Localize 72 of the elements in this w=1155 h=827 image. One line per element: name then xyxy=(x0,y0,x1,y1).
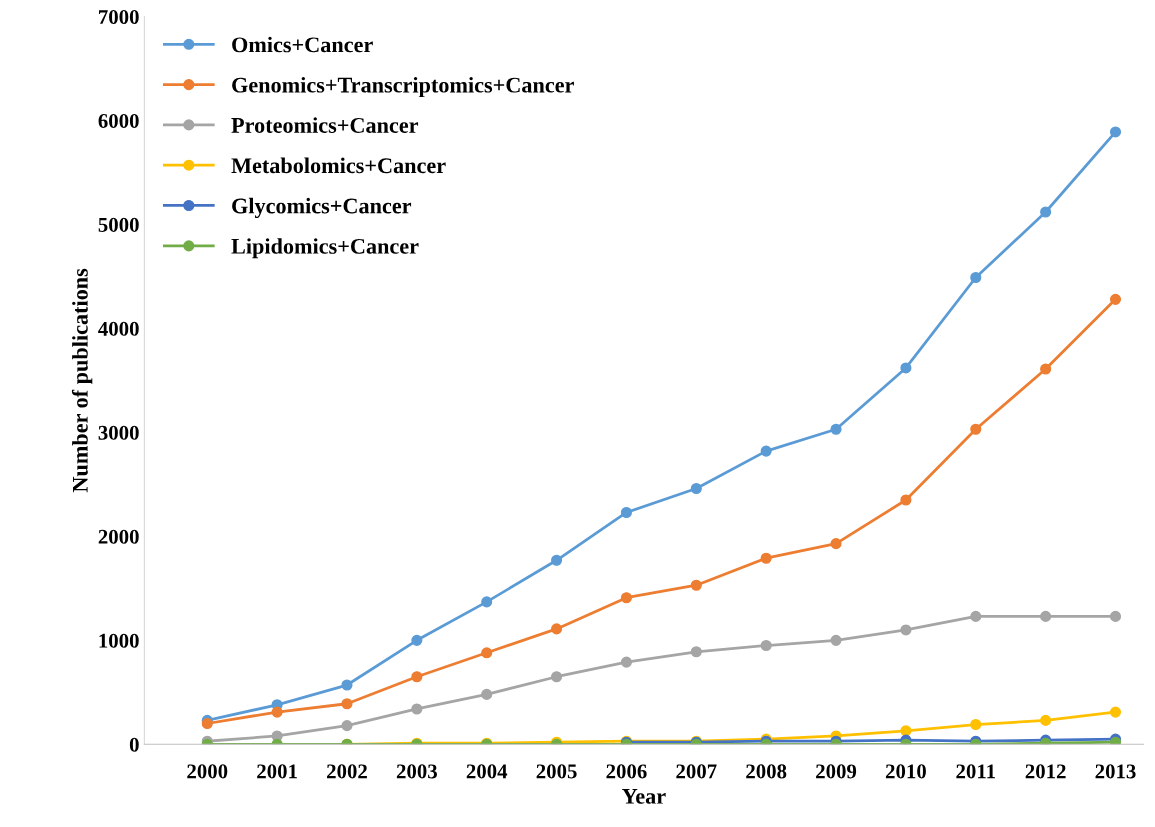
point xyxy=(411,703,423,715)
point xyxy=(201,717,213,730)
legend-label: Omics+Cancer xyxy=(232,36,373,53)
x-tick-label: 2007 xyxy=(676,764,717,779)
x-tick-label: 2008 xyxy=(746,764,787,779)
point xyxy=(411,634,423,646)
y-tick-label: 4000 xyxy=(98,321,139,336)
point xyxy=(271,706,283,718)
point xyxy=(1040,206,1052,218)
point xyxy=(690,482,702,495)
y-tick-label: 7000 xyxy=(99,9,139,24)
x-tick-label: 2003 xyxy=(396,764,437,779)
point xyxy=(900,494,912,506)
y-axis-title: Number of publications xyxy=(71,268,93,493)
x-tick-label: 2006 xyxy=(606,764,647,779)
point xyxy=(620,656,633,668)
point xyxy=(1109,126,1122,138)
point xyxy=(481,596,493,608)
point xyxy=(970,610,982,622)
point xyxy=(341,698,353,710)
legend-label: Proteomics+Cancer xyxy=(231,117,419,133)
point xyxy=(830,634,842,646)
x-tick-label: 2009 xyxy=(816,764,857,779)
x-tick-label: 2011 xyxy=(956,764,995,779)
point xyxy=(620,506,633,519)
y-tick-label: 1000 xyxy=(99,633,139,648)
y-tick-label: 0 xyxy=(129,737,139,752)
point xyxy=(830,423,842,435)
point xyxy=(411,671,423,683)
point xyxy=(760,445,772,457)
point xyxy=(620,592,633,604)
point xyxy=(551,623,563,635)
point xyxy=(1109,610,1122,622)
x-tick-label: 2001 xyxy=(257,764,297,779)
point xyxy=(760,639,772,652)
point xyxy=(341,679,353,691)
point xyxy=(900,725,912,737)
x-axis-title: Year xyxy=(622,789,666,804)
point xyxy=(481,647,493,659)
y-tick-label: 3000 xyxy=(98,425,139,440)
point xyxy=(760,552,772,564)
point xyxy=(970,718,982,731)
x-tick-label: 2010 xyxy=(885,764,926,779)
legend-label: Metabolomics+Cancer xyxy=(231,157,446,174)
legend-label: Genomics+Transcriptomics+Cancer xyxy=(232,76,574,98)
point xyxy=(690,646,702,658)
x-tick-label: 2013 xyxy=(1095,764,1136,779)
x-tick-label: 2000 xyxy=(187,764,228,779)
x-tick-label: 2002 xyxy=(327,764,367,779)
point xyxy=(970,423,982,435)
x-tick-label: 2012 xyxy=(1025,764,1066,779)
legend-label: Glycomics+Cancer xyxy=(232,197,412,219)
point xyxy=(1040,363,1052,375)
point xyxy=(551,554,563,566)
point xyxy=(690,579,702,591)
point xyxy=(481,688,493,700)
point xyxy=(551,671,563,683)
point xyxy=(900,624,912,636)
x-tick-label: 2005 xyxy=(536,764,577,779)
x-tick-label: 2004 xyxy=(466,764,508,779)
y-tick-label: 6000 xyxy=(98,113,139,128)
y-tick-label: 5000 xyxy=(98,217,139,232)
point xyxy=(341,720,353,732)
point xyxy=(900,362,912,374)
legend-label: Lipidomics+Cancer xyxy=(231,238,419,259)
y-tick-label: 2000 xyxy=(98,529,139,544)
point xyxy=(1109,293,1122,305)
point xyxy=(830,538,842,550)
point xyxy=(1040,714,1052,726)
point xyxy=(1040,610,1052,622)
point xyxy=(970,271,982,284)
point xyxy=(1109,706,1122,718)
